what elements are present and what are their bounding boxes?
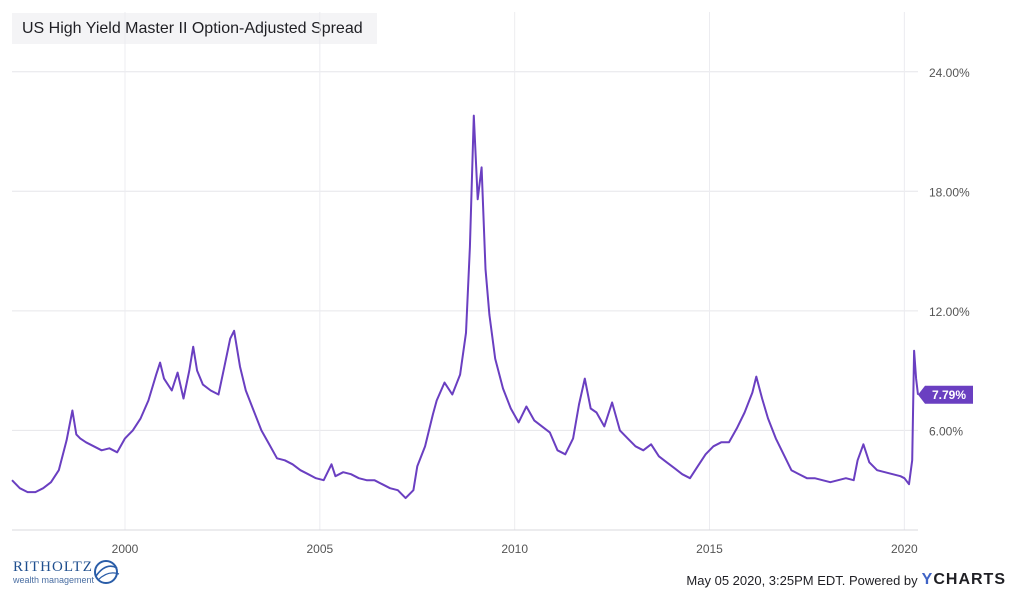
ritholtz-logo: RITHOLTZ wealth management — [10, 558, 130, 588]
chart-footer: May 05 2020, 3:25PM EDT. Powered by YCHA… — [686, 571, 1006, 589]
latest-value-tag — [918, 385, 973, 404]
y-tick-label: 24.00% — [929, 66, 970, 80]
y-tick-label: 12.00% — [929, 305, 970, 319]
x-tick-label: 2010 — [501, 542, 528, 556]
x-tick-label: 2015 — [696, 542, 723, 556]
y-tick-label: 6.00% — [929, 424, 963, 438]
ycharts-logo-rest: CHARTS — [933, 571, 1006, 588]
x-tick-label: 2020 — [891, 542, 918, 556]
chart-title: US High Yield Master II Option-Adjusted … — [22, 19, 363, 37]
timestamp-text: May 05 2020, 3:25PM EDT. Powered by — [686, 572, 918, 588]
latest-value-label: 7.79% — [932, 388, 966, 402]
ycharts-logo: YCHARTS — [922, 571, 1006, 589]
logo-subtitle: wealth management — [13, 575, 95, 585]
chart-title-box: US High Yield Master II Option-Adjusted … — [12, 13, 377, 44]
x-tick-label: 2000 — [112, 542, 139, 556]
x-tick-label: 2005 — [306, 542, 333, 556]
logo-emblem-icon — [94, 560, 120, 584]
spread-series-line — [11, 114, 919, 500]
y-tick-label: 18.00% — [929, 185, 970, 199]
ycharts-logo-y: Y — [921, 571, 934, 588]
logo-name: RITHOLTZ — [13, 559, 93, 575]
